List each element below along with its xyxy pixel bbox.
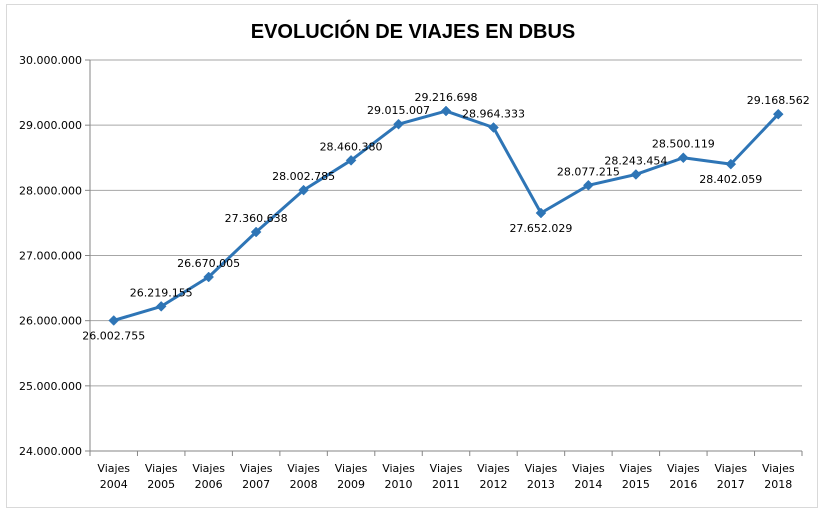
x-tick-label: Viajes 2011 bbox=[430, 462, 463, 491]
y-axis-ticks: 24.000.000 25.000.000 26.000.000 27.000.000… bbox=[19, 54, 82, 458]
data-labels: 26.002.755 26.219.155 26.670.005 27.360.638… bbox=[82, 91, 810, 342]
x-tick-label: Viajes 2010 bbox=[382, 462, 415, 491]
x-tick-label: Viajes 2015 bbox=[620, 462, 653, 491]
x-tick-label: Viajes 2017 bbox=[714, 462, 747, 491]
data-point-marker bbox=[155, 301, 167, 312]
x-tick-label: Viajes 2014 bbox=[572, 462, 605, 491]
data-point-marker bbox=[583, 179, 594, 191]
gridlines bbox=[90, 59, 802, 452]
data-label: 29.216.698 bbox=[415, 91, 478, 104]
data-label: 28.500.119 bbox=[652, 138, 715, 151]
x-tick-label: Viajes 2006 bbox=[192, 462, 225, 491]
x-tick-label: Viajes 2005 bbox=[145, 462, 178, 491]
data-label: 28.243.454 bbox=[604, 154, 667, 167]
data-label: 28.402.059 bbox=[699, 173, 762, 186]
x-tick-label: Viajes 2008 bbox=[287, 462, 320, 491]
data-point-marker bbox=[345, 154, 357, 166]
data-label: 28.002.785 bbox=[272, 170, 335, 183]
data-point-marker bbox=[203, 271, 215, 283]
data-point-marker bbox=[440, 105, 452, 117]
data-point-marker bbox=[677, 152, 689, 164]
y-tick-label: 30.000.000 bbox=[19, 54, 82, 67]
x-tick-label: Viajes 2004 bbox=[97, 462, 130, 491]
data-point-marker bbox=[488, 122, 499, 133]
axes bbox=[85, 59, 803, 456]
data-label: 26.219.155 bbox=[130, 286, 193, 299]
x-tick-label: Viajes 2016 bbox=[667, 462, 700, 491]
x-tick-label: Viajes 2013 bbox=[525, 462, 558, 491]
y-tick-label: 25.000.000 bbox=[19, 380, 82, 393]
data-label: 26.002.755 bbox=[82, 329, 145, 342]
data-label: 28.460.380 bbox=[320, 140, 383, 153]
x-tick-label: Viajes 2009 bbox=[335, 462, 368, 491]
x-tick-label: Viajes 2012 bbox=[477, 462, 510, 491]
y-tick-label: 24.000.000 bbox=[19, 445, 82, 458]
data-point-marker bbox=[535, 207, 547, 219]
data-label: 29.168.562 bbox=[747, 94, 810, 107]
data-point-marker bbox=[108, 315, 120, 326]
y-tick-label: 27.000.000 bbox=[19, 250, 82, 263]
data-point-marker bbox=[630, 169, 642, 180]
chart-title: EVOLUCIÓN DE VIAJES EN DBUS bbox=[251, 19, 576, 43]
data-point-marker bbox=[298, 184, 309, 196]
data-point-marker bbox=[725, 158, 737, 170]
data-point-marker bbox=[250, 226, 262, 238]
data-label: 28.964.333 bbox=[462, 107, 525, 120]
data-point-marker bbox=[393, 118, 404, 130]
data-label: 27.652.029 bbox=[509, 222, 572, 235]
data-label: 26.670.005 bbox=[177, 257, 240, 270]
data-point-marker bbox=[772, 108, 784, 120]
x-tick-label: Viajes 2007 bbox=[240, 462, 273, 491]
x-axis-ticks: Viajes 2004 Viajes 2005 Viajes 2006 Viajes 2007… bbox=[97, 462, 794, 491]
data-label: 28.077.215 bbox=[557, 165, 620, 178]
y-tick-label: 28.000.000 bbox=[19, 184, 82, 197]
y-tick-label: 29.000.000 bbox=[19, 119, 82, 132]
series-markers bbox=[108, 105, 784, 326]
x-tick-label: Viajes 2018 bbox=[762, 462, 795, 491]
y-tick-label: 26.000.000 bbox=[19, 315, 82, 328]
data-label: 29.015.007 bbox=[367, 104, 430, 117]
data-label: 27.360.638 bbox=[225, 212, 288, 225]
